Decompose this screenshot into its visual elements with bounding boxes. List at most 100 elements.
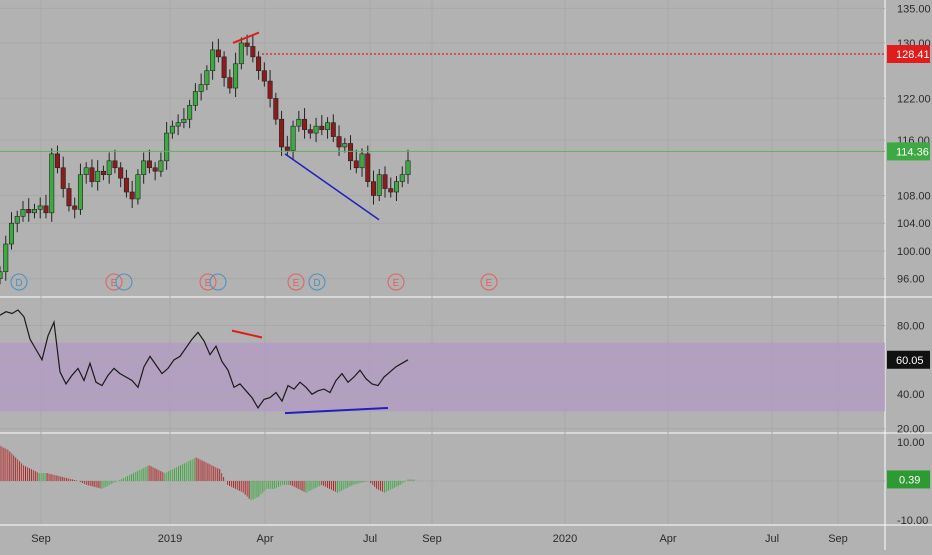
candle-body	[296, 118, 302, 127]
candle-body	[394, 181, 400, 193]
event-marker	[387, 273, 405, 291]
osc-tick-label: 80.00	[897, 320, 925, 332]
oscillator-line	[0, 309, 409, 410]
price-tick-label: 96.00	[897, 274, 925, 286]
candle-body	[123, 177, 129, 193]
candle-body	[382, 174, 388, 189]
event-marker-ring	[115, 273, 133, 291]
time-axis-label: 2019	[158, 533, 182, 545]
event-marker-label: E	[293, 278, 300, 289]
candle-body	[192, 91, 198, 106]
candle-body	[118, 167, 124, 179]
candle-body	[158, 160, 164, 172]
candle-body	[365, 153, 371, 182]
price-tick-label: 122.00	[897, 93, 931, 105]
time-axis-label: Jul	[363, 533, 377, 545]
event-marker	[10, 273, 28, 291]
event-marker-label: E	[393, 278, 400, 289]
candle-body	[221, 56, 227, 78]
candle-body	[376, 174, 382, 196]
price-peak-trendline	[232, 31, 260, 44]
mom-tick-label: 10.00	[897, 437, 925, 449]
osc-badge-bg	[887, 350, 930, 369]
candle-body	[405, 160, 411, 175]
event-marker-ring	[209, 273, 227, 291]
candle-body	[77, 174, 83, 210]
candle-body	[49, 153, 55, 214]
candle-body	[112, 160, 118, 169]
candle-body	[267, 80, 273, 99]
time-axis-label: 2020	[553, 533, 577, 545]
candle-body	[129, 191, 135, 200]
candle-body	[175, 122, 181, 127]
last-price-badge: 114.36	[896, 146, 929, 158]
candle-body	[26, 209, 32, 214]
time-axis-label: Apr	[256, 533, 273, 545]
candle-body	[279, 118, 285, 148]
candle-body	[31, 209, 37, 214]
candle-body	[66, 188, 72, 207]
candle-body	[14, 215, 20, 224]
candle-body	[89, 167, 95, 182]
candle-body	[250, 46, 256, 58]
candle-body	[95, 170, 101, 182]
time-axis-label: Jul	[765, 533, 779, 545]
candle-body	[371, 181, 377, 196]
candle-body	[325, 122, 331, 130]
momentum-pane	[0, 434, 885, 524]
candle-body	[0, 271, 3, 279]
price-low-trendline	[284, 153, 380, 221]
candle-body	[43, 205, 49, 214]
candle-body	[261, 70, 267, 82]
candle-body	[330, 122, 336, 137]
price-tick-label: 135.00	[897, 3, 931, 15]
candle-body	[198, 84, 204, 92]
candle-body	[227, 77, 233, 89]
price-tick-label: 108.00	[897, 190, 931, 202]
candle-body	[238, 42, 244, 65]
candle-body	[106, 160, 112, 175]
candle-body	[164, 132, 170, 162]
candle-body	[83, 167, 89, 175]
last-price-badge-bg	[887, 142, 930, 161]
event-marker-label: E	[205, 278, 212, 289]
event-marker	[199, 273, 217, 291]
mom-last-value: 0.39	[899, 474, 920, 486]
candle-body	[290, 125, 296, 151]
candle-body	[342, 143, 348, 148]
candle-body	[187, 105, 193, 120]
candle-body	[388, 188, 394, 193]
candle-body	[72, 205, 78, 210]
price-tick-label: 100.00	[897, 246, 931, 258]
osc-tick-label: 20.00	[897, 424, 925, 436]
candle-body	[181, 118, 187, 123]
time-axis-label: Sep	[422, 533, 442, 545]
candle-body	[141, 160, 147, 175]
candle-body	[244, 42, 250, 47]
candle-body	[302, 118, 308, 130]
candle-body	[20, 209, 26, 217]
mom-badge-bg	[887, 470, 930, 489]
candle-body	[215, 49, 221, 58]
candle-body	[359, 153, 365, 169]
candle-body	[399, 174, 405, 182]
candle-body	[54, 153, 60, 169]
event-marker	[287, 273, 305, 291]
candle-body	[100, 170, 106, 175]
mom-tick-label: -10.00	[897, 515, 928, 527]
price-tick-label: 104.00	[897, 218, 931, 230]
event-marker	[105, 273, 123, 291]
time-axis-label: Sep	[828, 533, 848, 545]
candle-body	[8, 222, 14, 245]
resistance-badge-bg	[887, 45, 930, 64]
candle-body	[307, 129, 313, 134]
osc-peak-divergence	[231, 329, 263, 339]
time-axis-label: Apr	[659, 533, 676, 545]
candle-body	[169, 125, 175, 134]
event-marker	[308, 273, 326, 291]
candle-body	[233, 63, 239, 89]
event-marker-label: E	[111, 278, 118, 289]
event-marker-label: D	[313, 278, 320, 289]
